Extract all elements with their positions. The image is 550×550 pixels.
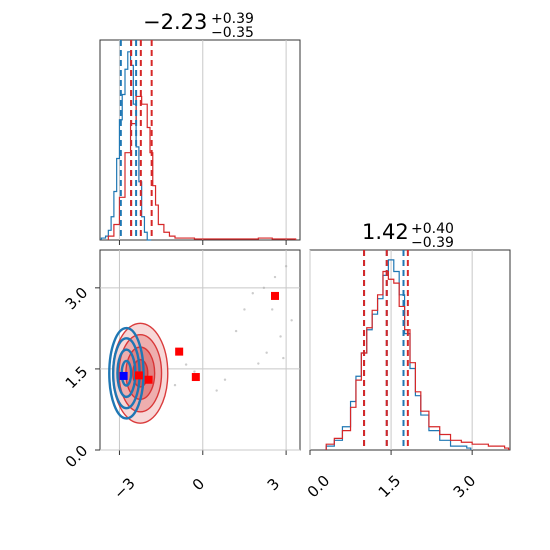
histogram-param1-panel xyxy=(99,39,301,245)
hist2-red-series xyxy=(325,270,510,450)
param2-title-sub: −0.39 xyxy=(411,235,454,251)
joint-red-marker-3 xyxy=(144,375,153,384)
joint-outlier-point-11 xyxy=(243,308,246,311)
hist1-red-series xyxy=(107,95,297,240)
x-tick-label-neg3: −3 xyxy=(110,474,138,502)
joint-outlier-point-8 xyxy=(279,335,282,338)
joint-outlier-point-14 xyxy=(173,383,177,387)
joint-red-marker-2 xyxy=(191,373,200,382)
joint-red-marker-4 xyxy=(134,371,143,380)
joint-outlier-point-10 xyxy=(265,351,268,354)
joint-blue-marker-0 xyxy=(119,371,128,380)
x2-tick-label-0: 0.0 xyxy=(304,472,334,502)
joint-contour-panel xyxy=(95,249,301,455)
y-tick-label-3: 3.0 xyxy=(62,284,92,314)
joint-outlier-point-12 xyxy=(273,275,277,279)
param2-title-main: 1.42 xyxy=(362,220,409,244)
joint-outlier-point-16 xyxy=(257,362,260,365)
x-tick-label-3: 3 xyxy=(264,475,283,494)
joint-outlier-point-17 xyxy=(282,356,285,360)
joint-outlier-point-5 xyxy=(251,292,254,295)
joint-outlier-point-2 xyxy=(193,370,196,373)
param2-title-sup: +0.40 xyxy=(411,221,454,237)
joint-outlier-point-13 xyxy=(223,378,227,381)
joint-outlier-point-15 xyxy=(290,319,293,322)
param2-title: 1.42 +0.40 −0.39 xyxy=(362,220,454,251)
joint-outlier-point-3 xyxy=(215,389,218,392)
joint-blue-contour-0 xyxy=(108,326,145,420)
joint-outlier-point-6 xyxy=(262,286,266,290)
y-tick-label-1-5: 1.5 xyxy=(62,363,92,393)
histogram-param2-panel xyxy=(309,249,511,455)
hist2-blue-series xyxy=(325,259,472,450)
param1-title: −2.23 +0.39 −0.35 xyxy=(143,10,254,41)
x2-tick-label-1-5: 1.5 xyxy=(375,472,405,502)
joint-red-marker-0 xyxy=(271,291,279,300)
param1-title-sub: −0.35 xyxy=(211,25,254,41)
param1-title-sup: +0.39 xyxy=(211,11,254,27)
joint-outlier-point-9 xyxy=(284,265,288,268)
y-tick-label-0: 0.0 xyxy=(62,442,92,472)
x-tick-label-0: 0 xyxy=(189,475,208,494)
joint-red-marker-1 xyxy=(175,347,184,356)
x2-tick-label-3: 3.0 xyxy=(450,472,480,502)
param1-title-main: −2.23 xyxy=(143,10,207,34)
joint-outlier-point-1 xyxy=(184,363,188,366)
joint-outlier-point-4 xyxy=(234,329,238,333)
joint-outlier-point-7 xyxy=(271,308,274,311)
